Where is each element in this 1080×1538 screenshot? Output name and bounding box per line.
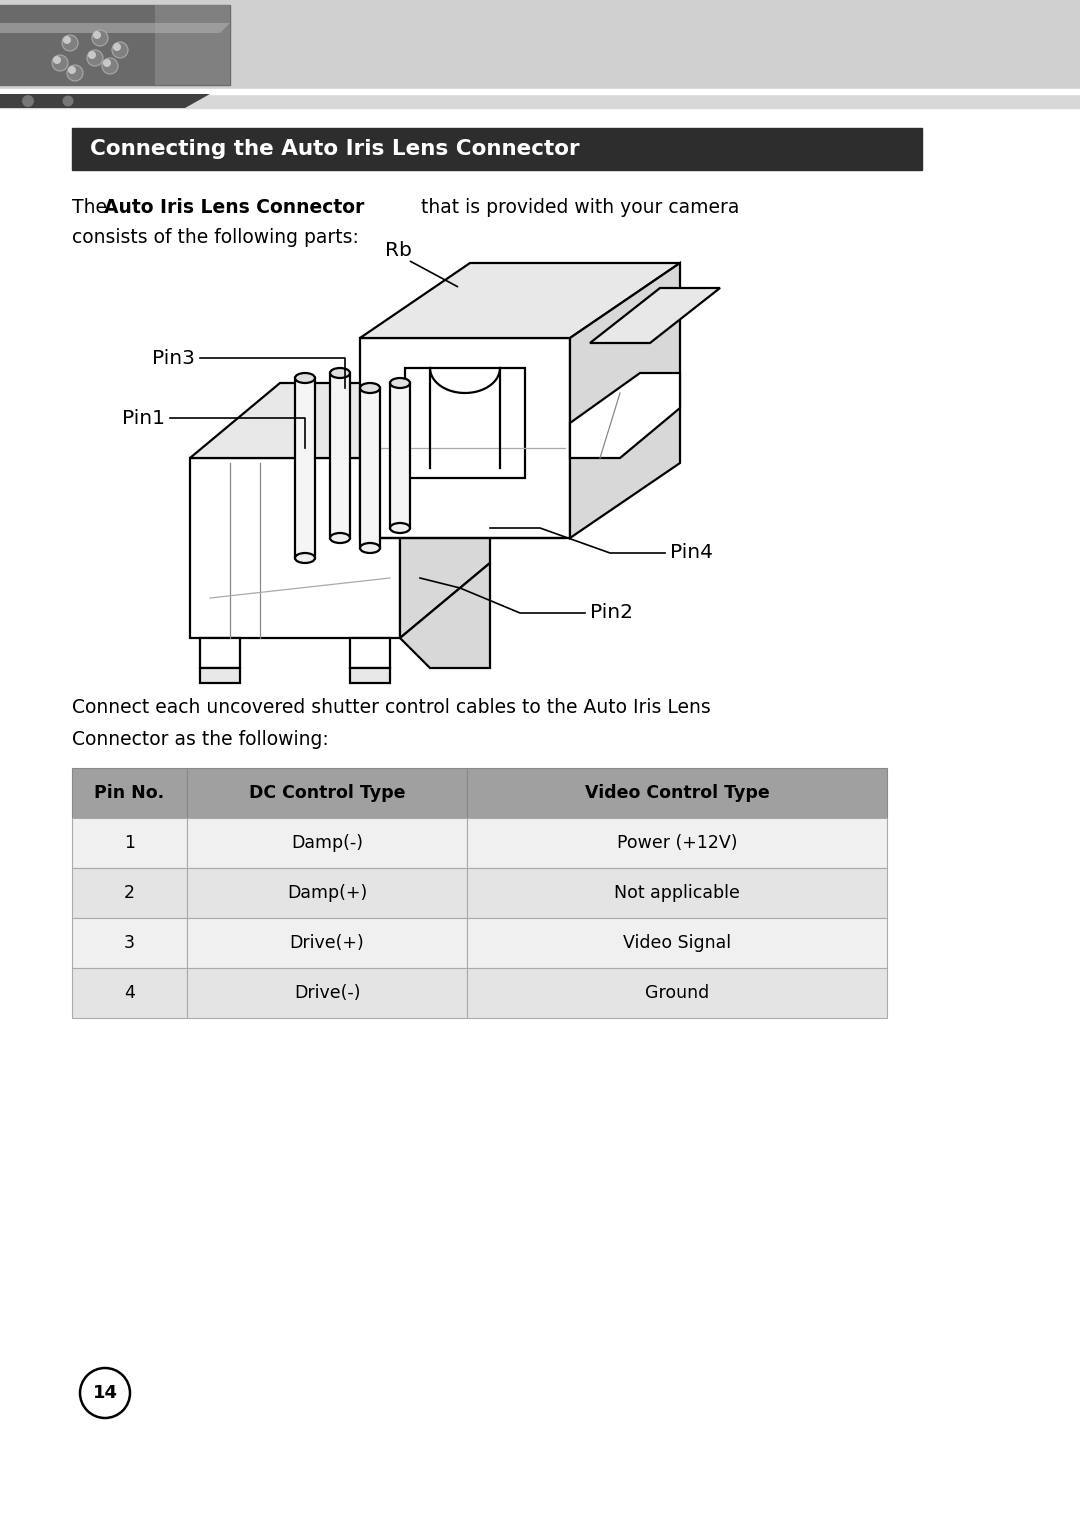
Text: 3: 3 bbox=[124, 934, 135, 952]
Polygon shape bbox=[590, 288, 720, 343]
Text: Drive(+): Drive(+) bbox=[289, 934, 364, 952]
Circle shape bbox=[112, 42, 129, 58]
Ellipse shape bbox=[390, 523, 410, 534]
Text: DC Control Type: DC Control Type bbox=[248, 784, 405, 801]
Text: 4: 4 bbox=[124, 984, 135, 1001]
Circle shape bbox=[92, 31, 108, 46]
Text: Connector as the following:: Connector as the following: bbox=[72, 731, 328, 749]
Text: 14: 14 bbox=[93, 1384, 118, 1403]
Bar bbox=[0, 5, 230, 85]
Text: Damp(+): Damp(+) bbox=[287, 884, 367, 901]
Bar bbox=[187, 818, 467, 867]
Bar bbox=[330, 374, 350, 538]
Text: Rb: Rb bbox=[384, 241, 411, 260]
Ellipse shape bbox=[360, 383, 380, 394]
Ellipse shape bbox=[330, 368, 350, 378]
Polygon shape bbox=[400, 383, 490, 638]
Polygon shape bbox=[190, 458, 400, 638]
Text: Power (+12V): Power (+12V) bbox=[617, 834, 738, 852]
Text: Video Signal: Video Signal bbox=[623, 934, 731, 952]
Bar bbox=[0, 94, 1080, 108]
Ellipse shape bbox=[360, 543, 380, 554]
Bar bbox=[72, 918, 187, 967]
Text: Pin2: Pin2 bbox=[590, 603, 633, 623]
Text: Ground: Ground bbox=[645, 984, 710, 1001]
Text: Video Control Type: Video Control Type bbox=[584, 784, 769, 801]
Text: 1: 1 bbox=[124, 834, 135, 852]
Circle shape bbox=[93, 31, 102, 38]
Circle shape bbox=[62, 35, 78, 51]
Circle shape bbox=[63, 95, 73, 106]
Text: Pin No.: Pin No. bbox=[94, 784, 164, 801]
Circle shape bbox=[52, 55, 68, 71]
Circle shape bbox=[87, 51, 96, 58]
Ellipse shape bbox=[330, 534, 350, 543]
Bar bbox=[467, 918, 887, 967]
Bar bbox=[295, 378, 315, 558]
Polygon shape bbox=[200, 667, 240, 683]
Text: Connect each uncovered shutter control cables to the Auto Iris Lens: Connect each uncovered shutter control c… bbox=[72, 698, 711, 717]
Bar bbox=[72, 967, 187, 1018]
Text: Pin4: Pin4 bbox=[670, 543, 713, 563]
Circle shape bbox=[103, 58, 111, 68]
Text: consists of the following parts:: consists of the following parts: bbox=[72, 228, 359, 248]
Circle shape bbox=[53, 55, 60, 65]
Bar bbox=[467, 867, 887, 918]
Bar bbox=[187, 967, 467, 1018]
Circle shape bbox=[67, 65, 83, 82]
Text: Pin1: Pin1 bbox=[122, 409, 165, 428]
Ellipse shape bbox=[295, 374, 315, 383]
Bar bbox=[0, 89, 1080, 94]
Circle shape bbox=[68, 66, 76, 74]
Polygon shape bbox=[400, 563, 490, 667]
Ellipse shape bbox=[390, 378, 410, 388]
Polygon shape bbox=[190, 383, 490, 458]
Bar bbox=[72, 128, 922, 171]
Polygon shape bbox=[570, 263, 680, 538]
Polygon shape bbox=[200, 638, 240, 667]
Bar bbox=[187, 767, 467, 818]
Polygon shape bbox=[350, 638, 390, 667]
Polygon shape bbox=[156, 5, 230, 85]
Polygon shape bbox=[0, 23, 230, 32]
Circle shape bbox=[87, 51, 103, 66]
Polygon shape bbox=[350, 667, 390, 683]
Polygon shape bbox=[360, 263, 680, 338]
Text: Not applicable: Not applicable bbox=[615, 884, 740, 901]
Bar bbox=[467, 767, 887, 818]
Bar bbox=[72, 867, 187, 918]
Text: The: The bbox=[72, 198, 113, 217]
Text: Auto Iris Lens Connector: Auto Iris Lens Connector bbox=[104, 198, 364, 217]
Polygon shape bbox=[570, 374, 680, 458]
Polygon shape bbox=[0, 94, 210, 108]
Bar bbox=[467, 967, 887, 1018]
Bar bbox=[72, 818, 187, 867]
Circle shape bbox=[102, 58, 118, 74]
Text: that is provided with your camera: that is provided with your camera bbox=[415, 198, 740, 217]
Text: Damp(-): Damp(-) bbox=[291, 834, 363, 852]
Circle shape bbox=[22, 95, 33, 108]
Bar bbox=[187, 867, 467, 918]
Text: Connecting the Auto Iris Lens Connector: Connecting the Auto Iris Lens Connector bbox=[90, 138, 580, 158]
Bar bbox=[405, 368, 525, 478]
Bar bbox=[187, 918, 467, 967]
Text: Pin3: Pin3 bbox=[152, 349, 195, 368]
Circle shape bbox=[113, 43, 121, 51]
Circle shape bbox=[63, 35, 71, 45]
Bar bbox=[360, 388, 380, 548]
Polygon shape bbox=[360, 338, 570, 538]
Bar bbox=[467, 818, 887, 867]
Bar bbox=[390, 383, 410, 528]
Bar bbox=[72, 767, 187, 818]
Ellipse shape bbox=[295, 554, 315, 563]
Text: 2: 2 bbox=[124, 884, 135, 901]
Text: Drive(-): Drive(-) bbox=[294, 984, 361, 1001]
Bar bbox=[0, 0, 1080, 91]
Circle shape bbox=[80, 1367, 130, 1418]
